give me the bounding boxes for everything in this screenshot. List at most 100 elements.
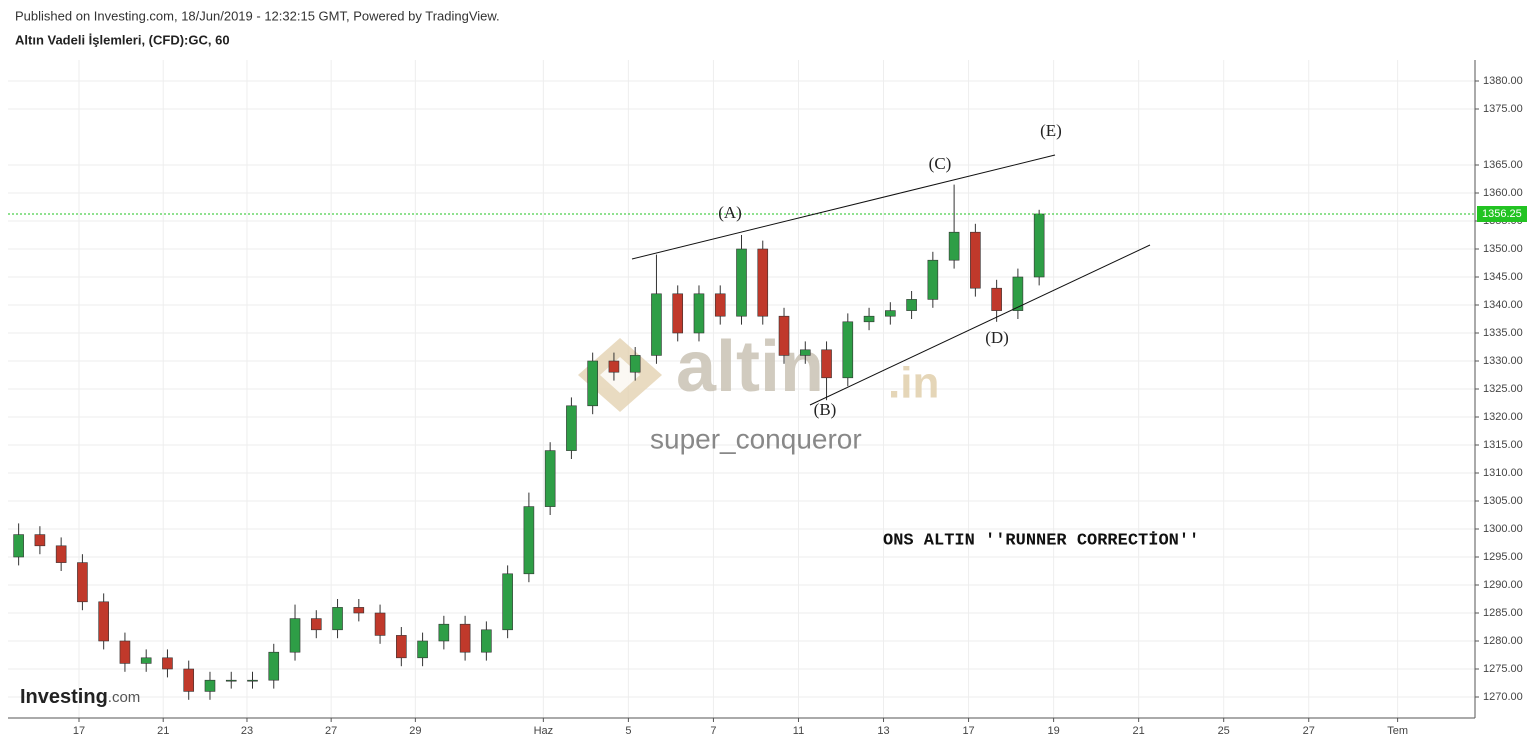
y-tick-label: 1350.00 — [1483, 243, 1523, 255]
candle-body — [34, 534, 46, 547]
candle-body — [289, 618, 301, 653]
x-tick-label: 5 — [625, 725, 631, 737]
y-tick-label: 1360.00 — [1483, 187, 1523, 199]
candle-body — [353, 607, 365, 614]
candle-body — [693, 293, 705, 334]
y-tick-label: 1340.00 — [1483, 299, 1523, 311]
candle-body — [183, 668, 195, 692]
x-tick-label: 21 — [1133, 725, 1145, 737]
candle-body — [119, 640, 131, 664]
candle-body — [842, 321, 854, 379]
y-tick-label: 1270.00 — [1483, 691, 1523, 703]
candle-body — [927, 259, 939, 300]
wave-label: (D) — [985, 328, 1009, 347]
x-tick-label: 13 — [877, 725, 889, 737]
candle-body — [523, 506, 535, 575]
y-tick-label: 1335.00 — [1483, 327, 1523, 339]
candle-body — [863, 315, 875, 323]
y-tick-label: 1320.00 — [1483, 411, 1523, 423]
y-tick-label: 1300.00 — [1483, 523, 1523, 535]
wave-label: (A) — [718, 203, 742, 222]
candle-body — [204, 679, 216, 692]
candle-body — [991, 287, 1002, 311]
x-tick-label: 7 — [710, 725, 716, 737]
candle-body — [268, 651, 280, 681]
candle-body — [247, 679, 258, 682]
x-tick-label: 27 — [325, 725, 337, 737]
candle-body — [821, 349, 832, 379]
y-tick-label: 1280.00 — [1483, 635, 1523, 647]
candle-body — [736, 248, 747, 317]
candle-body — [799, 349, 811, 356]
y-tick-label: 1345.00 — [1483, 271, 1523, 283]
candle-body — [1012, 276, 1024, 311]
last-price-label: 1356.25 — [1482, 208, 1522, 220]
y-tick-label: 1365.00 — [1483, 159, 1523, 171]
candle-body — [374, 612, 386, 636]
y-tick-label: 1325.00 — [1483, 383, 1523, 395]
candle-body — [608, 360, 620, 373]
published-note: Published on Investing.com, 18/Jun/2019 … — [15, 8, 500, 23]
y-tick-label: 1315.00 — [1483, 439, 1523, 451]
candle-body — [1033, 213, 1045, 278]
wave-label: (C) — [929, 154, 952, 173]
candle-body — [544, 450, 556, 507]
x-tick-label: 23 — [241, 725, 253, 737]
candle-body — [396, 635, 407, 659]
x-tick-label: Tem — [1387, 725, 1408, 737]
y-tick-label: 1375.00 — [1483, 103, 1523, 115]
x-tick-label: 21 — [157, 725, 169, 737]
watermark-brand: altin — [676, 327, 824, 407]
x-tick-label: 25 — [1218, 725, 1230, 737]
candle-body — [55, 545, 67, 563]
candle-body — [651, 293, 662, 356]
candle-body — [672, 293, 684, 334]
candle-body — [140, 657, 152, 664]
candle-body — [13, 534, 24, 558]
annotation: ONS ALTIN ''RUNNER CORRECTİON'' — [883, 531, 1199, 550]
y-tick-label: 1310.00 — [1483, 467, 1523, 479]
candle-body — [332, 607, 343, 631]
candle-body — [970, 231, 981, 289]
watermark: altin .in super_conqueror — [578, 327, 939, 454]
x-tick-label: Haz — [534, 725, 554, 737]
candle-body — [310, 618, 322, 631]
candle-body — [566, 405, 577, 451]
grid — [8, 60, 1475, 718]
logo-suffix: .com — [108, 689, 141, 706]
y-tick-label: 1275.00 — [1483, 663, 1523, 675]
logo-name: Investing — [20, 686, 108, 708]
candle-body — [629, 355, 641, 373]
y-tick-label: 1305.00 — [1483, 495, 1523, 507]
candle-body — [459, 623, 471, 653]
x-tick-label: 17 — [73, 725, 85, 737]
candle-body — [417, 640, 428, 659]
x-tick-label: 27 — [1303, 725, 1315, 737]
candle-body — [757, 248, 769, 317]
candle-body — [502, 573, 513, 631]
x-tick-label: 11 — [793, 725, 804, 737]
logo: Investing.com — [20, 686, 140, 708]
x-tick-label: 19 — [1047, 725, 1059, 737]
y-tick-label: 1380.00 — [1483, 75, 1523, 87]
y-tick-label: 1290.00 — [1483, 579, 1523, 591]
candle-body — [587, 360, 598, 407]
wave-label: (B) — [814, 400, 837, 419]
x-tick-label: 29 — [409, 725, 421, 737]
candle-body — [225, 679, 237, 682]
watermark-author: super_conqueror — [650, 423, 862, 454]
candle-body — [438, 623, 450, 642]
wave-label: (E) — [1040, 121, 1062, 140]
trend-line — [631, 154, 1056, 260]
candle-body — [481, 629, 492, 653]
last-price-box — [1477, 206, 1527, 222]
chart-title: Altın Vadeli İşlemleri, (CFD):GC, 60 — [15, 32, 230, 47]
x-tick-label: 17 — [962, 725, 974, 737]
y-tick-label: 1330.00 — [1483, 355, 1523, 367]
y-tick-label: 1285.00 — [1483, 607, 1523, 619]
candle-body — [98, 601, 109, 642]
candle-body — [714, 293, 726, 317]
candle-body — [77, 562, 88, 603]
candle-body — [906, 299, 917, 311]
